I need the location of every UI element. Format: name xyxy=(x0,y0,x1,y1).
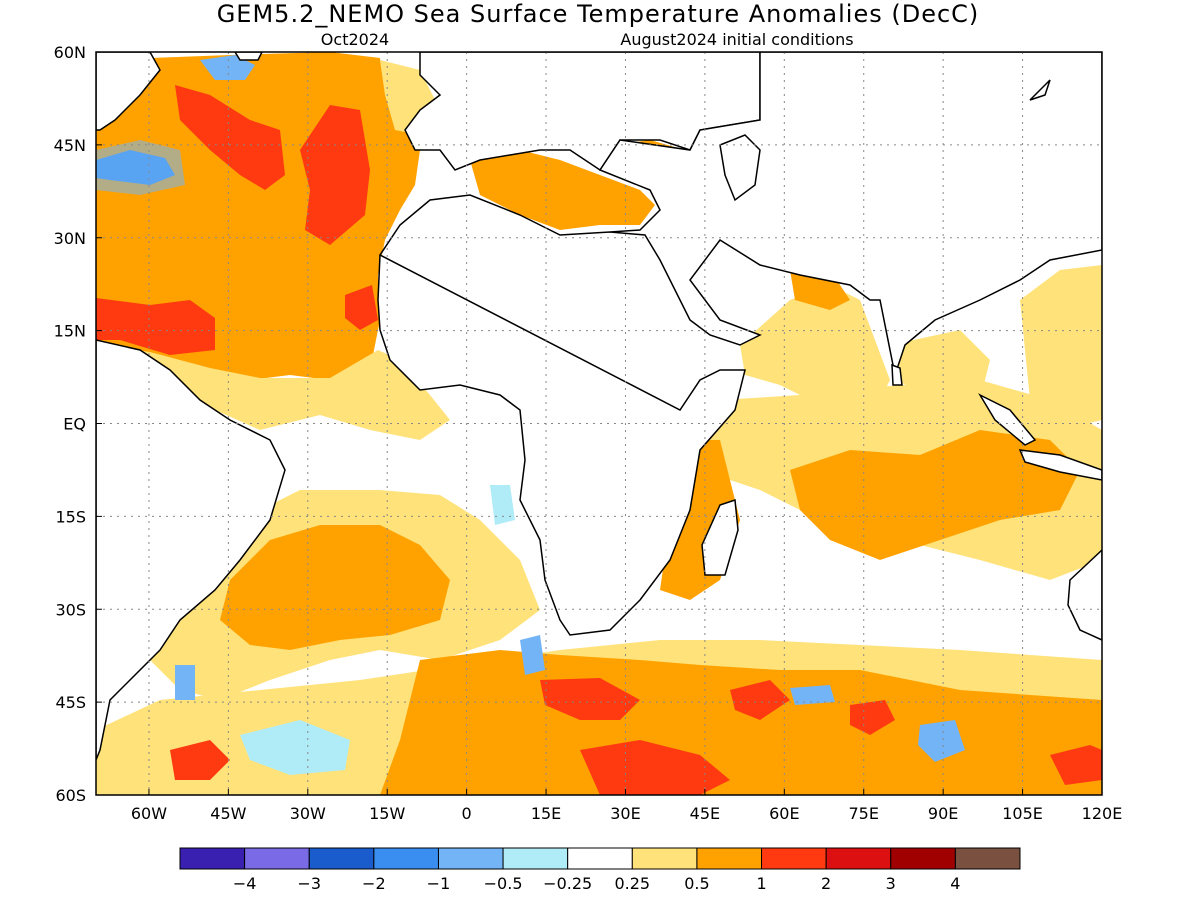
x-tick-label: 75E xyxy=(849,804,879,823)
anomaly-south-cool-a xyxy=(240,720,350,775)
colorbar-swatch xyxy=(179,847,246,870)
colorbar-swatch xyxy=(696,847,763,870)
anomaly-southwest-1 xyxy=(170,740,230,780)
anomaly-arabian-sea xyxy=(740,285,890,405)
anomaly-southern-belt-1c xyxy=(730,680,790,720)
x-tick-label: 60E xyxy=(769,804,799,823)
colorbar-swatch xyxy=(825,847,892,870)
colorbar-label: −4 xyxy=(233,874,257,893)
anomaly-indian-ocean-05 xyxy=(790,430,1080,560)
colorbar-swatch xyxy=(244,847,310,870)
x-tick-label: 0 xyxy=(462,804,472,823)
anomaly-mediterranean xyxy=(470,150,655,230)
y-tick-label: EQ xyxy=(63,415,86,434)
colorbar-label: −3 xyxy=(297,874,321,893)
colorbar-swatch xyxy=(567,847,633,870)
colorbar-swatch xyxy=(373,847,439,870)
x-tick-label: 60W xyxy=(131,804,167,823)
map-field xyxy=(96,52,1102,795)
y-tick-label: 30S xyxy=(55,600,86,619)
anomaly-azores-1 xyxy=(300,105,370,245)
land-australia xyxy=(1067,548,1102,641)
y-tick-label: 30N xyxy=(54,229,86,248)
colorbar-swatch xyxy=(954,847,1021,870)
y-tick-label: 15N xyxy=(54,322,86,341)
anomaly-north-atlantic-025 xyxy=(96,345,450,440)
colorbar-label: 4 xyxy=(950,874,960,893)
colorbar-label: 0.25 xyxy=(614,874,650,893)
colorbar-label: −1 xyxy=(427,874,451,893)
y-tick-label: 60S xyxy=(55,786,86,805)
anomaly-south-cool-e xyxy=(790,685,835,705)
anomaly-south-cool-f xyxy=(490,485,515,525)
colorbar-swatch xyxy=(761,847,827,870)
anomaly-northwest-cool xyxy=(200,55,255,80)
x-axis: 60W 45W 30W 15W 0 15E 30E 45E 60E 75E 90E 105E 120E xyxy=(131,789,1122,823)
anomaly-south-china xyxy=(1020,265,1102,430)
colorbar: −4 −3 −2 −1 −0.5 −0.25 0.25 0.5 1 2 3 4 xyxy=(179,847,1021,893)
anomaly-south-cool-c xyxy=(520,635,545,675)
y-tick-label: 15S xyxy=(55,507,86,526)
x-tick-label: 30W xyxy=(290,804,326,823)
anomaly-caribbean-1 xyxy=(96,298,215,355)
x-tick-label: 15W xyxy=(369,804,405,823)
initial-conditions: August2024 initial conditions xyxy=(620,30,853,49)
x-tick-label: 120E xyxy=(1082,804,1123,823)
forecast-month: Oct2024 xyxy=(321,30,389,49)
anomaly-southern-belt-1d xyxy=(850,700,895,735)
colorbar-label: 1 xyxy=(756,874,766,893)
land-sumatra xyxy=(978,393,1037,446)
anomaly-south-cool-b xyxy=(175,665,195,700)
anomaly-southern-belt-1a xyxy=(540,678,640,720)
colorbar-label: 0.5 xyxy=(684,874,709,893)
land-madagascar xyxy=(701,498,739,576)
colorbar-swatch xyxy=(890,847,956,870)
anomaly-bay-bengal xyxy=(890,330,990,400)
x-tick-label: 30E xyxy=(610,804,640,823)
colorbar-swatch xyxy=(631,847,698,870)
x-tick-label: 105E xyxy=(1002,804,1043,823)
anomaly-labrador-cool-light xyxy=(96,140,185,195)
y-tick-label: 45N xyxy=(54,136,86,155)
colorbar-label: −0.5 xyxy=(484,874,523,893)
colorbar-label: −2 xyxy=(362,874,386,893)
colorbar-swatch xyxy=(502,847,569,870)
land-caspian xyxy=(719,134,761,202)
grid-lines xyxy=(96,52,1102,795)
chart-title: GEM5.2_NEMO Sea Surface Temperature Anom… xyxy=(217,0,980,28)
y-axis: 60N 45N 30N 15N EQ 15S 30S 45S 60S xyxy=(54,43,102,805)
colorbar-swatch xyxy=(308,847,375,870)
anomaly-newfoundland-1 xyxy=(175,85,285,190)
land-indonesia xyxy=(1018,449,1102,481)
anomaly-southern-belt-1e xyxy=(1050,745,1102,785)
x-tick-label: 45W xyxy=(210,804,246,823)
x-tick-label: 45E xyxy=(690,804,720,823)
land-south-america xyxy=(96,339,286,761)
land-africa-asia xyxy=(377,52,1102,636)
x-tick-label: 90E xyxy=(928,804,958,823)
colorbar-label: 3 xyxy=(886,874,896,893)
y-tick-label: 60N xyxy=(54,43,86,62)
anomaly-south-atlantic-05 xyxy=(220,525,450,650)
y-tick-label: 45S xyxy=(55,693,86,712)
anomaly-southern-belt-1b xyxy=(580,740,730,795)
colorbar-label: 2 xyxy=(821,874,831,893)
land-sri-lanka xyxy=(891,363,903,386)
anomaly-south-cool-d xyxy=(918,720,965,762)
x-tick-label: 15E xyxy=(531,804,561,823)
land-kamchatka xyxy=(1029,79,1051,101)
colorbar-label: −0.25 xyxy=(543,874,592,893)
colorbar-swatch xyxy=(437,847,504,870)
land-greenland-iceland xyxy=(234,52,263,61)
anomaly-canary-1 xyxy=(345,285,378,330)
